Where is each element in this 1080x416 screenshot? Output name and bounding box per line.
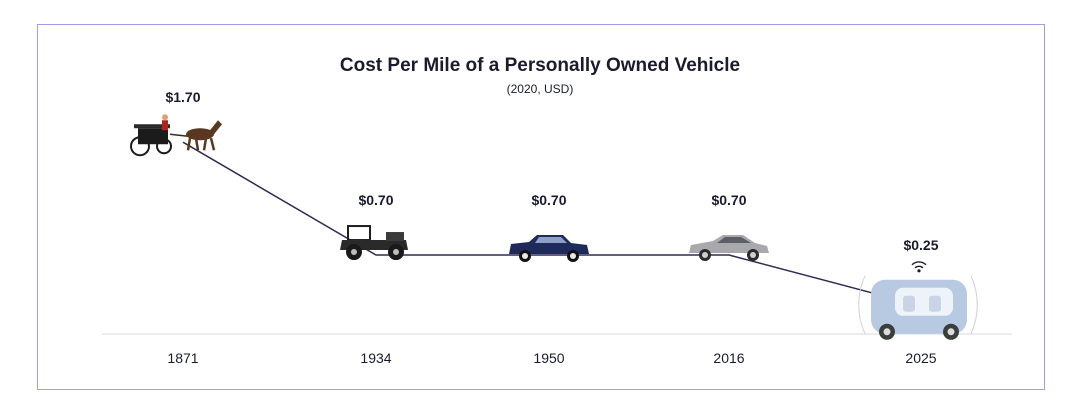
chart-subtitle: (2020, USD) (506, 82, 574, 96)
data-label-1950: $0.70 (531, 192, 566, 208)
1950s-sedan-icon (509, 235, 589, 263)
x-tick-2016: 2016 (713, 350, 744, 366)
data-label-2025: $0.25 (903, 237, 938, 253)
x-tick-1950: 1950 (533, 350, 564, 366)
chart-frame (37, 24, 1045, 390)
chart-title: Cost Per Mile of a Personally Owned Vehi… (339, 55, 741, 76)
data-label-1871: $1.70 (165, 89, 200, 105)
series-line (182, 141, 922, 307)
wifi-icon (911, 261, 927, 273)
x-tick-1871: 1871 (167, 350, 198, 366)
data-label-2016: $0.70 (711, 192, 746, 208)
x-tick-1934: 1934 (360, 350, 391, 366)
x-tick-2025: 2025 (905, 350, 936, 366)
model-t-car-icon (340, 225, 408, 261)
autonomous-pod-icon (858, 275, 978, 340)
modern-sedan-icon (689, 235, 769, 262)
horse-carriage-icon (130, 114, 222, 157)
data-label-1934: $0.70 (358, 192, 393, 208)
